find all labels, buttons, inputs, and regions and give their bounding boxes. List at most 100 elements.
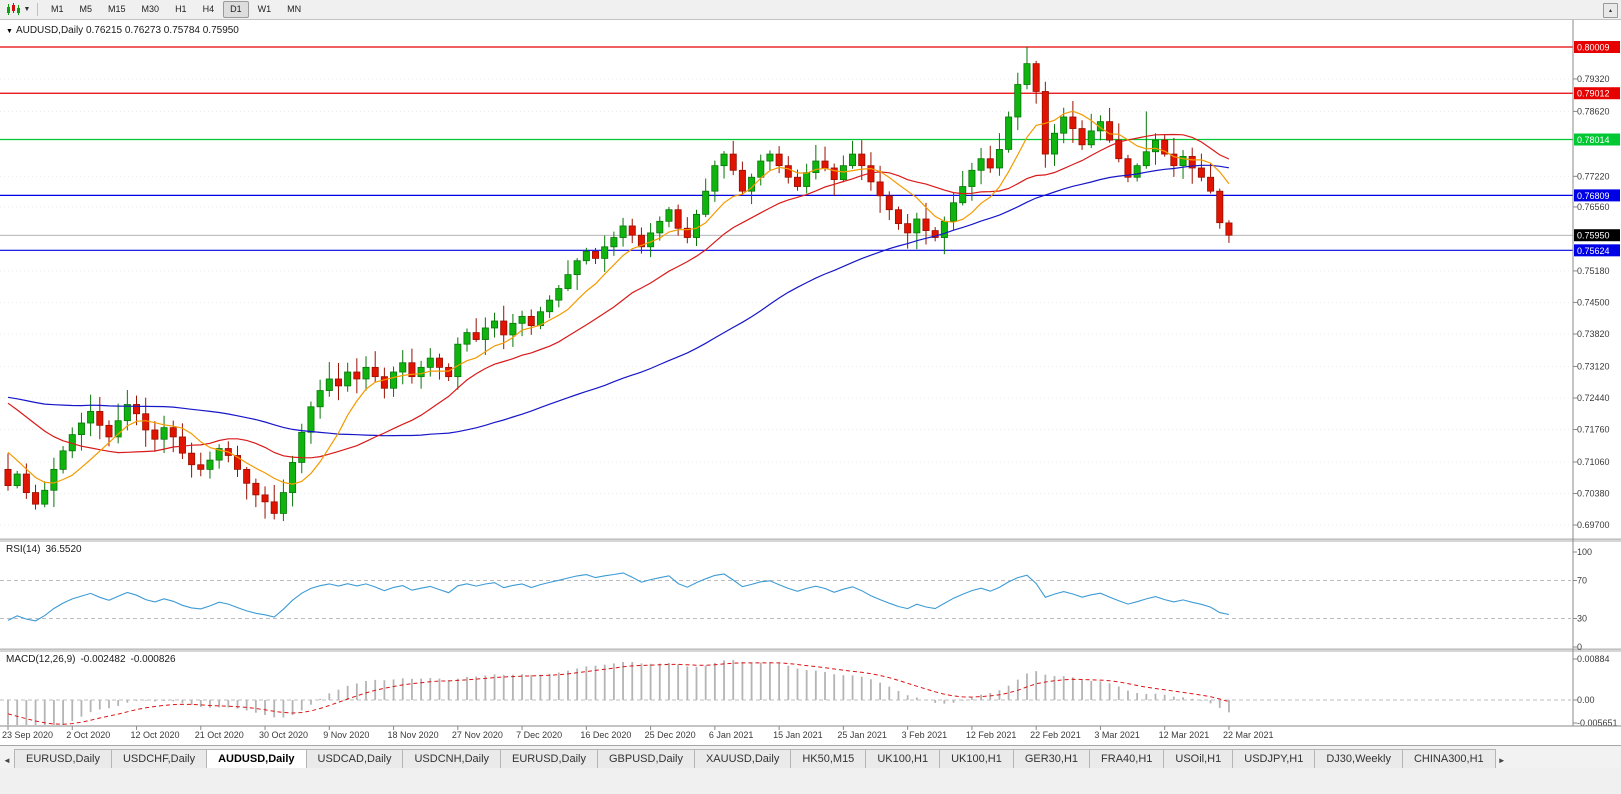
chart-tab-uk100-h1[interactable]: UK100,H1 (865, 749, 941, 769)
svg-text:12 Feb 2021: 12 Feb 2021 (966, 730, 1017, 740)
timeframe-button-m30[interactable]: M30 (141, 4, 160, 14)
rsi-indicator-label: RSI(14) 36.5520 (6, 544, 82, 555)
svg-text:0.78620: 0.78620 (1577, 106, 1610, 116)
timeframe-button-h1[interactable]: H1 (175, 4, 187, 14)
rsi-pane (0, 572, 1571, 622)
horizontal-level-lines (0, 46, 1573, 251)
chart-tab-eurusd-daily[interactable]: EURUSD,Daily (500, 749, 598, 769)
chart-tab-gbpusd-daily[interactable]: GBPUSD,Daily (597, 749, 695, 769)
svg-text:7 Dec 2020: 7 Dec 2020 (516, 730, 562, 740)
chart-tab-usoil-h1[interactable]: USOil,H1 (1163, 749, 1234, 769)
svg-text:0.78014: 0.78014 (1577, 135, 1610, 145)
rsi-title: RSI(14) (6, 544, 41, 555)
timeframe-button-m15[interactable]: M15 (108, 4, 126, 14)
chart-tab-xauusd-daily[interactable]: XAUUSD,Daily (693, 749, 792, 769)
chart-tab-bar: EURUSD,DailyUSDCHF,DailyAUDUSD,DailyUSDC… (0, 745, 1621, 769)
svg-text:0.72440: 0.72440 (1577, 393, 1610, 403)
chart-tab-ger30-h1[interactable]: GER30,H1 (1012, 749, 1091, 769)
macd-pane (0, 660, 1571, 725)
chart-tab-usdcnh-daily[interactable]: USDCNH,Daily (402, 749, 502, 769)
svg-text:0.76809: 0.76809 (1577, 191, 1610, 201)
macd-signal-value: -0.000826 (130, 654, 176, 665)
svg-text:0.73120: 0.73120 (1577, 361, 1610, 371)
svg-text:2 Oct 2020: 2 Oct 2020 (66, 730, 110, 740)
timeframe-button-mn[interactable]: MN (287, 4, 302, 14)
pane-separators (0, 538, 1621, 652)
timeframe-toolbar: M1 M5 M15 M30 H1 H4 D1 W1 MN (0, 0, 1621, 20)
chart-tab-fra40-h1[interactable]: FRA40,H1 (1089, 749, 1165, 769)
svg-text:3 Mar 2021: 3 Mar 2021 (1094, 730, 1140, 740)
timeframe-buttons: M1 M5 M15 M30 H1 H4 D1 W1 MN (43, 1, 309, 18)
chart-area: 0.79320 0.78620 0.77220 0.76560 0.75180 0.745… (0, 20, 1621, 744)
svg-text:0.71760: 0.71760 (1577, 425, 1610, 435)
svg-text:6 Jan 2021: 6 Jan 2021 (709, 730, 754, 740)
svg-text:100: 100 (1577, 547, 1592, 557)
chart-tabs: EURUSD,Daily USDCHF,Daily AUDUSD,Daily USDC… (14, 749, 1496, 769)
svg-text:9 Nov 2020: 9 Nov 2020 (323, 730, 369, 740)
svg-text:70: 70 (1577, 576, 1587, 586)
svg-text:0.76560: 0.76560 (1577, 202, 1610, 212)
svg-text:0.69700: 0.69700 (1577, 520, 1610, 530)
svg-text:0.77220: 0.77220 (1577, 171, 1610, 181)
chart-tab-usdcad-daily[interactable]: USDCAD,Daily (305, 749, 404, 769)
svg-text:16 Dec 2020: 16 Dec 2020 (580, 730, 631, 740)
svg-text:0.71060: 0.71060 (1577, 457, 1610, 467)
svg-text:12 Oct 2020: 12 Oct 2020 (131, 730, 180, 740)
chart-marker-icon: ▼ (6, 28, 13, 35)
chart-tab-dj30-weekly[interactable]: DJ30,Weekly (1314, 749, 1403, 769)
svg-text:27 Nov 2020: 27 Nov 2020 (452, 730, 503, 740)
candlestick-chart-icon[interactable] (4, 2, 22, 17)
macd-indicator-label: MACD(12,26,9) -0.002482 -0.000826 (6, 654, 176, 665)
svg-text:0.00: 0.00 (1577, 695, 1595, 705)
svg-text:25 Jan 2021: 25 Jan 2021 (837, 730, 887, 740)
svg-text:3 Feb 2021: 3 Feb 2021 (902, 730, 948, 740)
chart-tab-eurusd-daily[interactable]: EURUSD,Daily (14, 749, 112, 769)
svg-text:21 Oct 2020: 21 Oct 2020 (195, 730, 244, 740)
chart-tab-usdchf-daily[interactable]: USDCHF,Daily (110, 749, 208, 769)
svg-text:0.79012: 0.79012 (1577, 89, 1610, 99)
chart-background (0, 20, 1621, 744)
svg-text:18 Nov 2020: 18 Nov 2020 (388, 730, 439, 740)
timeframe-button-m1[interactable]: M1 (51, 4, 64, 14)
svg-text:0.73820: 0.73820 (1577, 329, 1610, 339)
candles-layer (4, 46, 1233, 522)
timeframe-button-m5[interactable]: M5 (79, 4, 93, 14)
chart-tab-china300-h1[interactable]: CHINA300,H1 (1401, 749, 1496, 769)
svg-text:12 Mar 2021: 12 Mar 2021 (1159, 730, 1210, 740)
price-axis[interactable]: 0.79320 0.78620 0.77220 0.76560 0.75180 0.745… (1572, 20, 1620, 728)
date-axis[interactable]: 23 Sep 2020 2 Oct 2020 12 Oct 2020 21 Oct 2… (0, 725, 1621, 740)
chart-title: ▼ AUDUSD,Daily 0.76215 0.76273 0.75784 0.… (6, 25, 239, 36)
svg-text:0.00884: 0.00884 (1577, 654, 1610, 664)
svg-text:30: 30 (1577, 614, 1587, 624)
svg-text:0.74500: 0.74500 (1577, 297, 1610, 307)
svg-text:0.79320: 0.79320 (1577, 74, 1610, 84)
window-bottom-strip (0, 768, 1621, 794)
svg-text:0.75950: 0.75950 (1577, 231, 1610, 241)
chart-tab-audusd-daily[interactable]: AUDUSD,Daily (206, 749, 307, 769)
tab-scroll-right-icon[interactable] (1495, 751, 1509, 769)
timeframe-button-h4[interactable]: H4 (202, 4, 215, 14)
ma-slow-line (7, 164, 1230, 437)
timeframe-button-d1[interactable]: D1 (223, 1, 249, 18)
svg-text:0.80009: 0.80009 (1577, 43, 1610, 53)
chart-tab-hk50-m15[interactable]: HK50,M15 (790, 749, 867, 769)
toolbar-overflow-button[interactable] (1603, 3, 1618, 18)
tab-scroll-left-icon[interactable] (0, 751, 14, 769)
macd-main-value: -0.002482 (80, 654, 126, 665)
macd-title: MACD(12,26,9) (6, 654, 76, 665)
toolbar-separator (37, 3, 38, 16)
chart-type-dropdown-caret-icon[interactable] (22, 6, 32, 13)
chart-tab-usdjpy-h1[interactable]: USDJPY,H1 (1232, 749, 1316, 769)
timeframe-button-w1[interactable]: W1 (257, 4, 272, 14)
svg-text:15 Jan 2021: 15 Jan 2021 (773, 730, 823, 740)
svg-text:0.75624: 0.75624 (1577, 246, 1610, 256)
svg-text:23 Sep 2020: 23 Sep 2020 (2, 730, 53, 740)
svg-text:22 Feb 2021: 22 Feb 2021 (1030, 730, 1081, 740)
svg-text:25 Dec 2020: 25 Dec 2020 (645, 730, 696, 740)
chart-tab-uk100-h1[interactable]: UK100,H1 (939, 749, 1014, 769)
ma-fast-line (7, 110, 1230, 485)
svg-text:30 Oct 2020: 30 Oct 2020 (259, 730, 308, 740)
svg-text:0: 0 (1577, 642, 1582, 652)
chart-canvas[interactable]: 0.79320 0.78620 0.77220 0.76560 0.75180 0.745… (0, 20, 1621, 744)
